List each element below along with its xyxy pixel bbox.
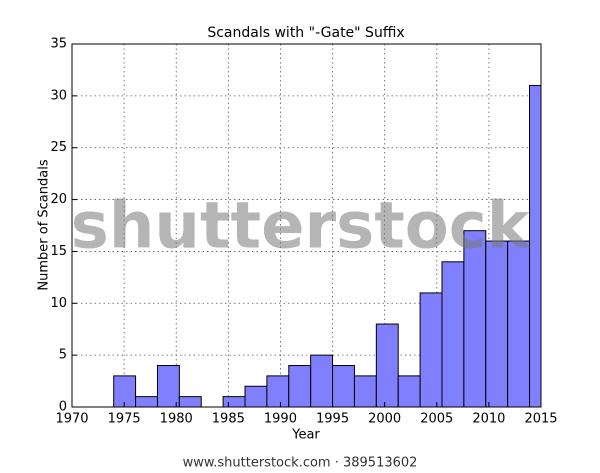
x-tick-label: 2005 — [420, 412, 453, 427]
x-tick-label: 1975 — [108, 412, 141, 427]
y-tick-label: 5 — [59, 348, 67, 363]
bar — [332, 365, 355, 407]
y-tick-label: 20 — [50, 192, 67, 207]
bar — [288, 365, 312, 407]
bar — [353, 375, 377, 407]
x-tick-label: 1995 — [316, 412, 349, 427]
bar — [222, 396, 246, 407]
bar — [156, 365, 180, 407]
y-tick-label: 15 — [50, 244, 67, 259]
bars — [113, 84, 541, 407]
bar — [419, 292, 443, 407]
footer: www.shutterstock.com · 389513602 — [183, 456, 418, 471]
x-axis-label: Year — [291, 428, 320, 443]
y-tick-label: 35 — [50, 37, 67, 52]
x-tick-label: 1970 — [55, 412, 88, 427]
x-tick-label: 2010 — [472, 412, 505, 427]
x-tick-label: 2000 — [368, 412, 401, 427]
x-tick-label: 1985 — [212, 412, 245, 427]
y-tick-label: 25 — [50, 140, 67, 155]
bar — [375, 323, 399, 407]
x-tick-label: 1980 — [160, 412, 193, 427]
bar — [310, 354, 334, 407]
y-axis-label: Number of Scandals — [37, 159, 52, 290]
bar — [178, 396, 202, 407]
ticks: 1970 1975 1980 1985 1990 1995 2000 2005 2010 2015… — [50, 37, 557, 427]
watermark: shutterstock — [71, 190, 531, 264]
bar — [135, 396, 158, 407]
bar — [529, 84, 541, 407]
bar — [507, 240, 531, 407]
bar — [397, 375, 421, 407]
bar — [266, 375, 290, 407]
bar — [244, 385, 268, 407]
chart-title: Scandals with "-Gate" Suffix — [207, 25, 404, 41]
x-tick-label: 2015 — [524, 412, 557, 427]
y-tick-label: 0 — [59, 400, 67, 415]
bar — [485, 240, 509, 407]
plot-frame — [71, 43, 542, 408]
y-tick-label: 30 — [50, 88, 67, 103]
bar — [113, 375, 137, 407]
bar — [441, 261, 465, 407]
y-tick-label: 10 — [50, 296, 67, 311]
x-tick-label: 1990 — [264, 412, 297, 427]
